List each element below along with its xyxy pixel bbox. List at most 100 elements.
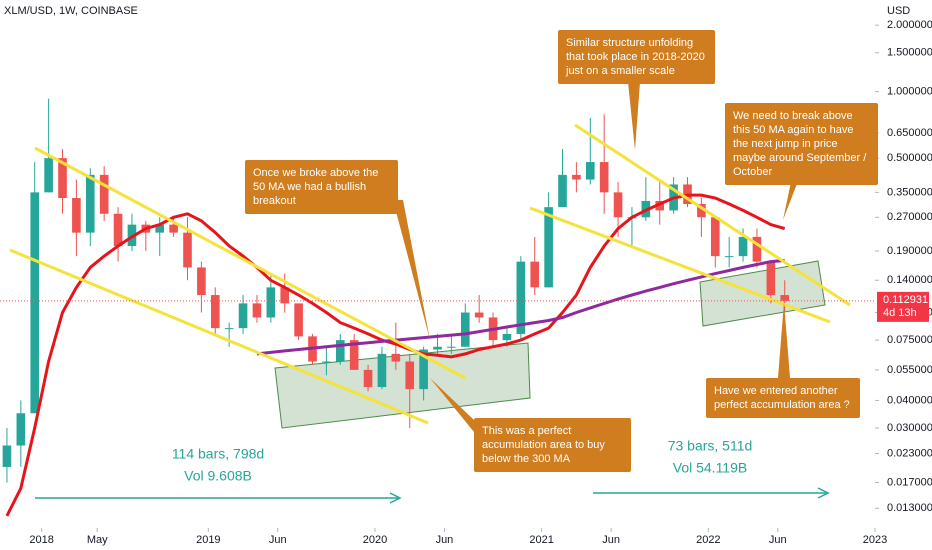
candle-body [72,198,81,233]
x-tick-label: 2019 [196,534,220,546]
candle-body [99,174,109,214]
candle-body [585,162,595,180]
y-tick-label: 0.030000 [887,422,932,434]
current-price-label: 0.112931 [883,294,928,306]
trendline [9,248,429,425]
x-tick-label: 2021 [529,534,553,546]
candle-body [238,303,248,329]
candle-body [752,236,762,262]
y-tick-label: 0.350000 [887,186,932,198]
price-axis-bg [876,0,932,550]
x-tick-label: Jun [269,534,287,546]
current-price-box [877,291,929,322]
candle-body [405,361,415,390]
annotation: Once we broke above the 50 MA we had a b… [245,160,398,214]
candle-body [530,261,540,288]
candle-body [280,287,290,304]
candle-body [85,174,95,233]
range-label: 114 bars, 798d [172,446,264,462]
y-tick-label: 0.055000 [887,364,932,376]
pointer [393,200,430,340]
candle-body [155,224,165,233]
volume-label: Vol 9.608B [184,468,252,484]
y-tick-label: 0.017000 [887,476,932,488]
candle-body [655,200,665,211]
trendline [574,123,851,307]
annotation: This was a perfect accumulation area to … [474,418,631,472]
candle-body [335,340,345,362]
candle-body [322,361,331,363]
x-tick-label: May [87,534,108,546]
x-tick-label: Jun [436,534,454,546]
annotation: Have we entered another perfect accumula… [706,378,860,418]
moving-average [5,193,786,517]
y-tick-label: 0.270000 [887,211,932,223]
marks [2,98,790,517]
candle-body [183,232,192,268]
countdown-label: 4d 13h [883,307,917,319]
y-tick-label: 1.000000 [887,86,932,98]
candle-body [391,353,401,362]
candle-body [377,353,387,388]
chart-title: XLM/USD, 1W, COINBASE [4,5,138,17]
candle-body [294,303,303,337]
y-tick-label: 0.013000 [887,502,932,514]
y-axis-label: USD [887,5,910,17]
trendline [34,146,466,380]
candle-body [363,369,373,388]
x-tick-label: 2018 [29,534,53,546]
y-tick-label: 1.500000 [887,47,932,59]
range-label: 73 bars, 511d [668,438,753,454]
candle-body [210,295,220,329]
candle-body [572,174,581,180]
candle-body [780,295,790,301]
candle-body [419,349,428,390]
candle-body [349,340,359,370]
candle-body [224,328,234,330]
y-tick-label: 0.140000 [887,274,932,286]
y-tick-label: 0.075000 [887,334,932,346]
x-tick-label: 2023 [863,534,887,546]
candle-body [613,192,623,218]
candle-body [516,261,526,334]
candle-body [113,213,123,247]
pointer [778,302,790,378]
candle-body [766,261,776,296]
x-tick-label: Jun [602,534,620,546]
range-arrow-head [389,492,402,504]
candle-body [169,224,178,233]
candle-body [197,267,206,296]
candle-body [697,204,706,218]
candle-body [266,287,276,318]
accumulation-zone [274,342,531,429]
range-arrow-head [817,487,830,499]
candle-body [738,236,748,257]
x-tick-label: 2020 [363,534,387,546]
candle-body [599,162,609,193]
moving-average [256,259,785,356]
accumulation-zone [699,260,826,327]
y-tick-label: 0.190000 [887,245,932,257]
pointer [430,378,474,432]
y-tick-label: 0.023000 [887,447,932,459]
candle-body [710,217,720,257]
volume-label: Vol 54.119B [673,460,747,476]
candle-body [460,312,470,347]
y-tick-label: 0.500000 [887,152,932,164]
candle-body [252,303,262,318]
candle-body [502,333,512,341]
y-tick-label: 0.650000 [887,127,932,139]
candle-body [724,256,734,258]
candle-body [44,158,53,193]
candle-body [447,346,456,348]
annotation: We need to break above this 50 MA again … [725,103,878,185]
candle-body [2,445,12,467]
x-tick-label: Jun [769,534,787,546]
candle-body [433,346,442,350]
x-tick-label: 2022 [696,534,720,546]
y-tick-label: 0.040000 [887,394,932,406]
candle-body [544,207,553,288]
candle-body [16,413,26,446]
